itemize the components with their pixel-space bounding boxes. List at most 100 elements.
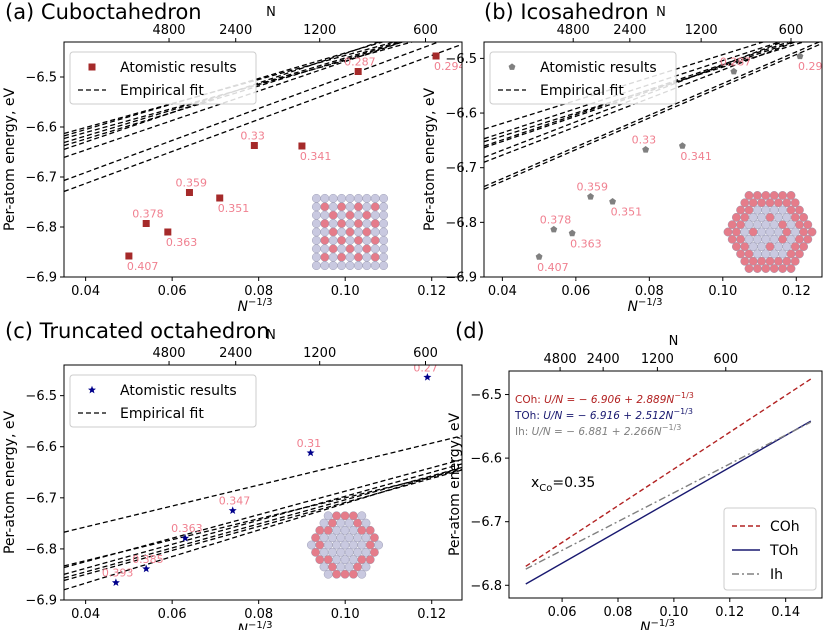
atom bbox=[362, 235, 372, 245]
atom bbox=[311, 252, 321, 262]
data-point bbox=[111, 578, 120, 587]
y-tick-label: −6.7 bbox=[470, 515, 502, 530]
atom bbox=[761, 264, 771, 273]
legend: COh TOh Ih bbox=[723, 507, 817, 591]
x-axis-label-base: N bbox=[628, 299, 639, 315]
top-tick-label: 600 bbox=[713, 352, 738, 367]
point-label: 0.31 bbox=[297, 437, 322, 450]
formula-expression: U/N = − 6.906 + 2.889N bbox=[544, 394, 674, 406]
atom bbox=[379, 219, 388, 229]
atom bbox=[328, 193, 338, 203]
data-point bbox=[185, 189, 193, 196]
top-tick-label: 4800 bbox=[544, 352, 577, 367]
fit-line bbox=[64, 463, 462, 575]
atom bbox=[345, 235, 355, 245]
atom bbox=[786, 264, 796, 273]
atom bbox=[319, 547, 329, 557]
atom bbox=[736, 205, 745, 215]
atom bbox=[353, 547, 362, 557]
atom bbox=[362, 252, 372, 262]
atom bbox=[774, 198, 783, 208]
formula-exponent: −1/3 bbox=[662, 423, 682, 432]
series-line-ih bbox=[525, 421, 812, 570]
fit-line bbox=[484, 42, 822, 190]
atom bbox=[748, 212, 758, 222]
atom bbox=[311, 210, 321, 220]
formula-expression: U/N = − 6.881 + 2.266N bbox=[532, 426, 662, 438]
atom bbox=[753, 205, 762, 215]
atom bbox=[332, 525, 341, 535]
y-axis-label: Per-atom energy, eV bbox=[447, 413, 463, 556]
chart-panel-c: (c) Truncated octahedron0.3930.3850.3630… bbox=[2, 319, 463, 630]
point-label: 0.363 bbox=[166, 236, 198, 249]
atom bbox=[370, 261, 380, 270]
atom bbox=[311, 227, 321, 237]
point-label: 0.27 bbox=[413, 361, 438, 374]
y-tick-label: −6.7 bbox=[445, 161, 477, 176]
atom bbox=[353, 562, 362, 572]
x-axis-label-base: N bbox=[238, 299, 249, 315]
legend-label: Empirical fit bbox=[540, 83, 624, 99]
atom bbox=[337, 235, 346, 245]
data-point bbox=[568, 229, 576, 237]
atom bbox=[362, 210, 372, 220]
atom bbox=[370, 219, 380, 229]
atom bbox=[332, 511, 341, 521]
x-tick-label: 0.14 bbox=[771, 605, 800, 620]
atom bbox=[753, 234, 762, 244]
atom bbox=[740, 242, 750, 252]
legend-box bbox=[723, 507, 817, 591]
atom bbox=[320, 235, 330, 245]
atom bbox=[348, 525, 358, 535]
atom bbox=[379, 227, 388, 237]
x-axis-label-exponent: −1/3 bbox=[638, 297, 662, 308]
atom bbox=[361, 547, 371, 557]
atom bbox=[353, 193, 363, 203]
fit-line bbox=[64, 435, 462, 533]
legend-label: COh bbox=[770, 519, 800, 535]
y-tick-label: −6.5 bbox=[25, 71, 57, 86]
atom bbox=[345, 193, 355, 203]
point-label: 0.351 bbox=[218, 202, 250, 215]
atom bbox=[765, 242, 775, 252]
top-tick-label: 4800 bbox=[152, 346, 185, 361]
y-axis-label: Per-atom energy, eV bbox=[2, 411, 18, 554]
atom bbox=[353, 235, 363, 245]
x-tick-label: 0.06 bbox=[548, 605, 577, 620]
legend: Atomistic results Empirical fit bbox=[69, 51, 257, 105]
atom bbox=[353, 219, 363, 229]
atom bbox=[799, 227, 808, 237]
atom bbox=[744, 249, 754, 259]
atom bbox=[348, 555, 358, 565]
legend: Atomistic results Empirical fit bbox=[69, 374, 257, 428]
atom bbox=[753, 264, 762, 273]
atom bbox=[723, 227, 733, 237]
atom bbox=[362, 193, 372, 203]
fit-line bbox=[64, 42, 397, 135]
chart-panel-b: (b) Icosahedron 0.407 0.378 0.363 0.3590.351… bbox=[422, 0, 823, 315]
atom bbox=[732, 242, 741, 252]
atom bbox=[786, 191, 796, 200]
data-point bbox=[535, 253, 543, 260]
x-tick-label: 0.10 bbox=[659, 605, 688, 620]
atom bbox=[769, 205, 779, 215]
atom bbox=[740, 227, 750, 237]
atom bbox=[370, 193, 380, 203]
x-tick-label: 0.06 bbox=[158, 607, 187, 622]
atom bbox=[365, 525, 375, 535]
atom bbox=[795, 220, 804, 230]
atom bbox=[365, 540, 375, 550]
plot-area: 0.407 0.378 0.363 0.359 0.351 0.33 0.341 0.287 0… bbox=[64, 42, 462, 273]
composition-annotation: xCo=0.35 bbox=[531, 475, 595, 494]
atom bbox=[348, 569, 358, 579]
atom bbox=[753, 249, 762, 259]
atom bbox=[757, 256, 766, 266]
atom bbox=[361, 562, 371, 572]
atom bbox=[790, 242, 800, 252]
atom bbox=[362, 219, 372, 229]
atom bbox=[337, 261, 346, 270]
atom bbox=[370, 244, 380, 254]
atom bbox=[348, 511, 358, 521]
atom bbox=[327, 518, 337, 528]
